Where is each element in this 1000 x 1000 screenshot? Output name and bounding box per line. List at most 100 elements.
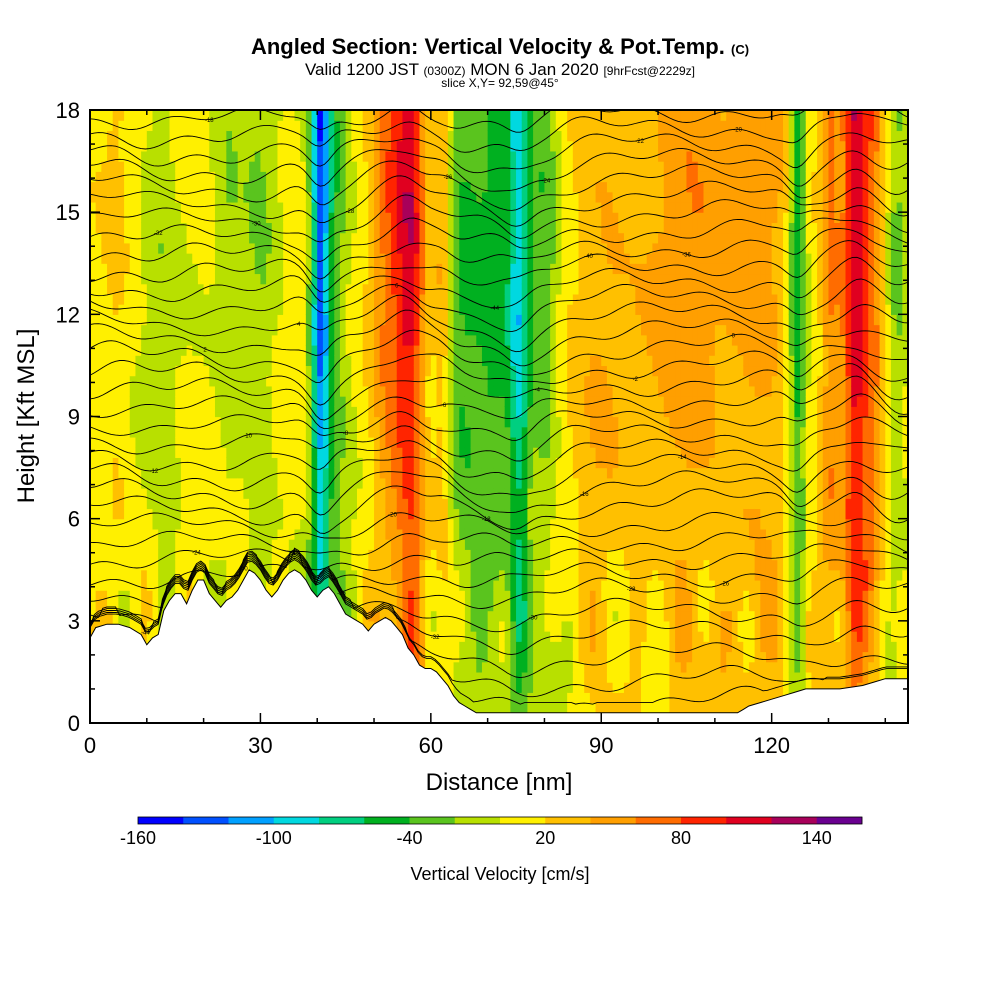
- velocity-cell: [328, 222, 335, 234]
- velocity-cell: [129, 171, 137, 183]
- velocity-cell: [459, 212, 466, 223]
- velocity-cell: [521, 273, 528, 285]
- velocity-cell: [385, 324, 392, 336]
- velocity-cell: [294, 518, 301, 530]
- velocity-cell: [550, 641, 557, 653]
- velocity-cell: [300, 375, 307, 387]
- velocity-cell: [402, 263, 409, 275]
- velocity-cell: [220, 436, 227, 448]
- velocity-cell: [533, 304, 540, 315]
- velocity-cell: [499, 682, 506, 693]
- velocity-cell: [220, 201, 227, 213]
- velocity-cell: [163, 191, 171, 203]
- velocity-cell: [317, 579, 324, 591]
- velocity-cell: [555, 661, 563, 673]
- velocity-cell: [425, 263, 432, 275]
- velocity-cell: [533, 447, 540, 458]
- velocity-cell: [232, 447, 239, 458]
- velocity-cell: [527, 682, 534, 693]
- velocity-cell: [334, 140, 341, 152]
- velocity-cell: [402, 273, 409, 285]
- velocity-cell: [107, 457, 114, 469]
- velocity-cell: [112, 528, 119, 540]
- velocity-cell: [163, 253, 171, 264]
- velocity-cell: [288, 375, 296, 387]
- velocity-cell: [481, 518, 489, 530]
- velocity-cell: [294, 457, 301, 469]
- velocity-cell: [408, 631, 415, 642]
- velocity-cell: [430, 355, 438, 367]
- velocity-cell: [504, 671, 511, 683]
- velocity-cell: [538, 191, 546, 203]
- velocity-cell: [464, 314, 472, 326]
- velocity-cell: [90, 212, 97, 223]
- velocity-cell: [436, 518, 443, 530]
- velocity-cell: [436, 477, 443, 489]
- velocity-cell: [226, 191, 233, 203]
- velocity-cell: [339, 304, 347, 315]
- velocity-cell: [436, 436, 443, 448]
- velocity-cell: [311, 436, 318, 448]
- velocity-cell: [146, 222, 154, 234]
- velocity-cell: [391, 201, 398, 213]
- velocity-cell: [499, 171, 506, 183]
- velocity-cell: [351, 579, 358, 591]
- velocity-cell: [158, 436, 165, 448]
- velocity-cell: [300, 508, 307, 520]
- velocity-cell: [300, 304, 307, 315]
- velocity-cell: [396, 477, 404, 489]
- velocity-cell: [283, 569, 290, 581]
- velocity-cell: [158, 283, 165, 295]
- velocity-cell: [243, 344, 250, 356]
- velocity-cell: [481, 600, 489, 612]
- velocity-cell: [328, 304, 335, 315]
- velocity-cell: [510, 600, 517, 612]
- velocity-cell: [447, 559, 455, 571]
- velocity-cell: [186, 150, 193, 162]
- velocity-cell: [436, 375, 443, 387]
- velocity-cell: [527, 222, 534, 234]
- velocity-cell: [516, 426, 523, 438]
- velocity-cell: [254, 365, 262, 377]
- velocity-cell: [550, 682, 557, 693]
- velocity-cell: [277, 191, 284, 203]
- velocity-cell: [516, 140, 523, 152]
- velocity-cell: [152, 590, 159, 601]
- velocity-cell: [459, 549, 466, 561]
- velocity-cell: [305, 508, 313, 520]
- velocity-cell: [379, 569, 386, 581]
- velocity-cell: [521, 120, 528, 132]
- velocity-cell: [544, 334, 551, 346]
- velocity-cell: [385, 253, 392, 264]
- velocity-cell: [334, 528, 341, 540]
- velocity-cell: [385, 283, 392, 295]
- velocity-cell: [317, 283, 324, 295]
- velocity-cell: [521, 651, 528, 663]
- velocity-cell: [510, 140, 517, 152]
- velocity-cell: [249, 253, 256, 264]
- velocity-cell: [294, 426, 301, 438]
- velocity-cell: [152, 181, 159, 193]
- velocity-cell: [544, 600, 551, 612]
- velocity-cell: [408, 314, 415, 326]
- velocity-cell: [510, 110, 517, 121]
- velocity-cell: [101, 212, 108, 223]
- velocity-cell: [436, 355, 443, 367]
- velocity-cell: [476, 375, 483, 387]
- velocity-cell: [436, 426, 443, 438]
- velocity-cell: [413, 140, 421, 152]
- velocity-cell: [436, 488, 443, 499]
- velocity-cell: [487, 426, 494, 438]
- velocity-cell: [237, 355, 244, 367]
- velocity-cell: [118, 344, 125, 356]
- velocity-cell: [374, 457, 381, 469]
- velocity-cell: [533, 436, 540, 448]
- velocity-cell: [124, 191, 131, 203]
- velocity-cell: [197, 110, 205, 121]
- velocity-cell: [476, 600, 483, 612]
- velocity-cell: [379, 161, 386, 172]
- velocity-cell: [294, 334, 301, 346]
- velocity-cell: [118, 416, 125, 428]
- velocity-cell: [356, 201, 364, 213]
- velocity-cell: [152, 253, 159, 264]
